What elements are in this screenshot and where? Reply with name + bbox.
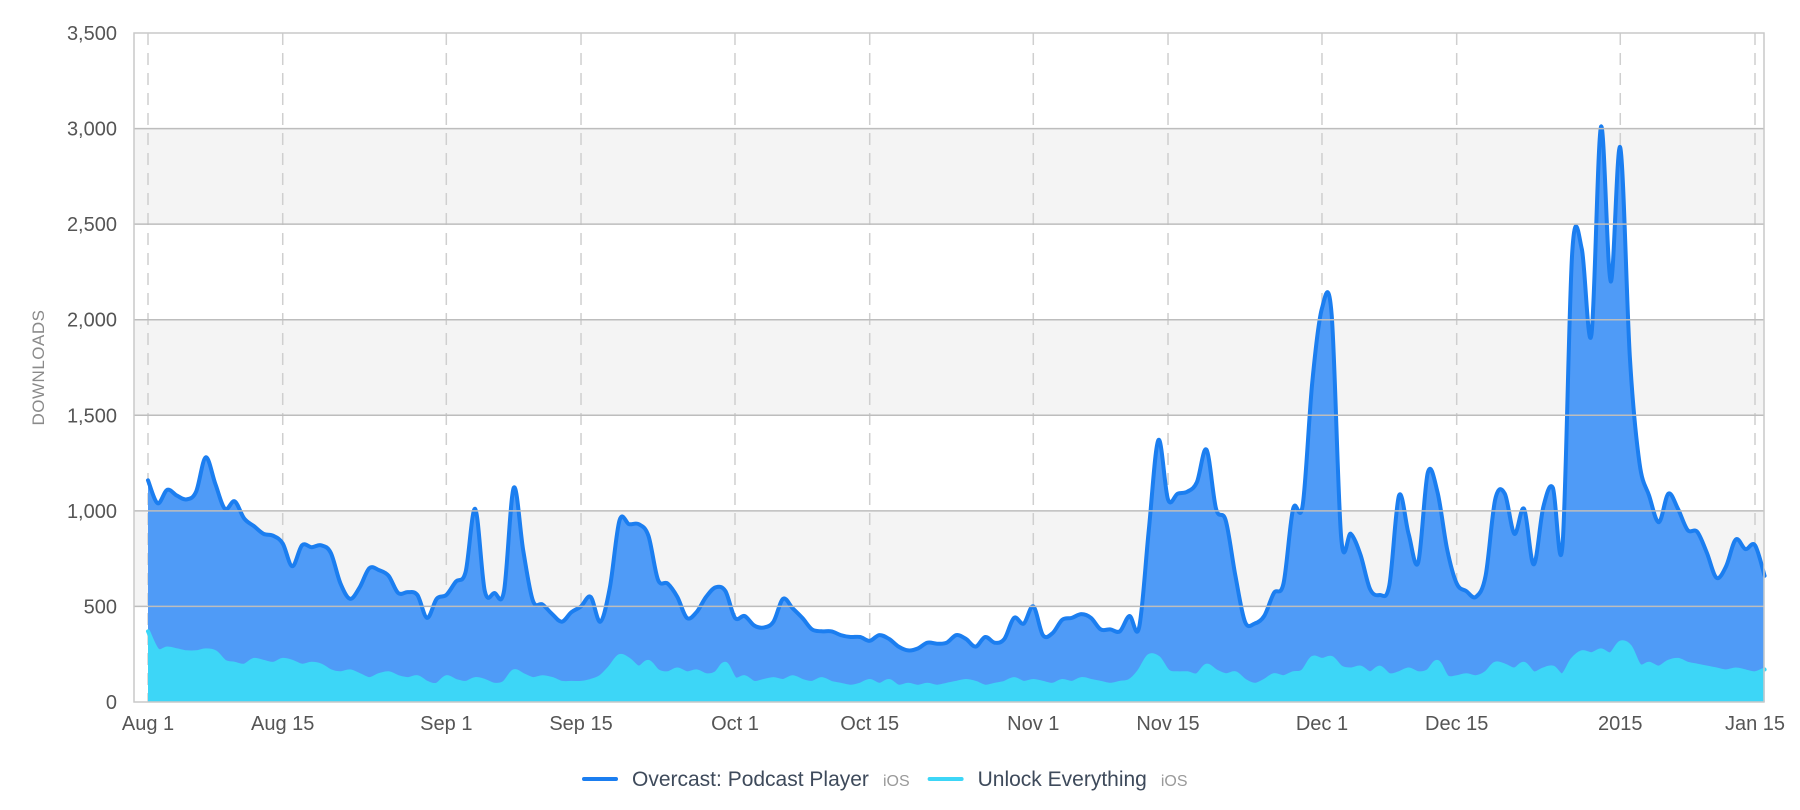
- series-area-1: [148, 631, 1765, 702]
- x-tick-label: 2015: [1598, 713, 1643, 735]
- x-tick-label: Oct 15: [840, 713, 899, 735]
- y-axis-label: DOWNLOADS: [29, 310, 48, 426]
- y-tick-label: 3,000: [67, 119, 117, 141]
- y-tick-label: 500: [84, 596, 117, 618]
- plot-frame: [133, 32, 1765, 703]
- y-tick-label: 2,000: [67, 310, 117, 332]
- y-axis-ticks: 0 500 1,000 1,500 2,000 2,500 3,000 3,500: [67, 23, 117, 714]
- legend-series-name: Unlock Everything: [978, 768, 1147, 791]
- series-layer: [146, 124, 1767, 703]
- plot-band: [134, 415, 1764, 511]
- x-tick-label: Dec 1: [1296, 713, 1348, 735]
- plot-band: [134, 128, 1764, 225]
- y-tick-label: 3,500: [67, 23, 117, 45]
- x-tick-label: Aug 1: [122, 713, 174, 735]
- y-tick-label: 1,500: [67, 405, 117, 427]
- series-line-1: [146, 629, 1767, 689]
- horizontal-gridlines: [134, 127, 1764, 608]
- plot-band: [134, 319, 1764, 416]
- plot-band: [134, 224, 1764, 320]
- plot-band: [134, 33, 1764, 129]
- x-tick-label: Nov 1: [1007, 713, 1059, 735]
- x-axis-ticks: Aug 1 Aug 15 Sep 1 Sep 15 Oct 1 Oct 15 Nov 1 No…: [122, 713, 1785, 735]
- legend-series-name: Overcast: Podcast Player: [632, 768, 869, 791]
- x-tick-label: Jan 15: [1725, 713, 1785, 735]
- x-tick-label: Aug 15: [251, 713, 314, 735]
- legend: Overcast: Podcast Player iOS Unlock Everyt…: [582, 768, 1188, 791]
- x-tick-label: Dec 15: [1425, 713, 1488, 735]
- x-tick-label: Nov 15: [1136, 713, 1199, 735]
- x-tick-label: Oct 1: [711, 713, 759, 735]
- y-tick-label: 0: [106, 692, 117, 714]
- series-line-0: [146, 124, 1767, 653]
- legend-series-platform: iOS: [883, 773, 910, 790]
- y-tick-label: 2,500: [67, 214, 117, 236]
- vertical-gridlines: [147, 33, 1756, 702]
- legend-series-platform: iOS: [1161, 773, 1188, 790]
- y-tick-label: 1,000: [67, 501, 117, 523]
- x-tick-label: Sep 1: [420, 713, 472, 735]
- x-tick-label: Sep 15: [549, 713, 612, 735]
